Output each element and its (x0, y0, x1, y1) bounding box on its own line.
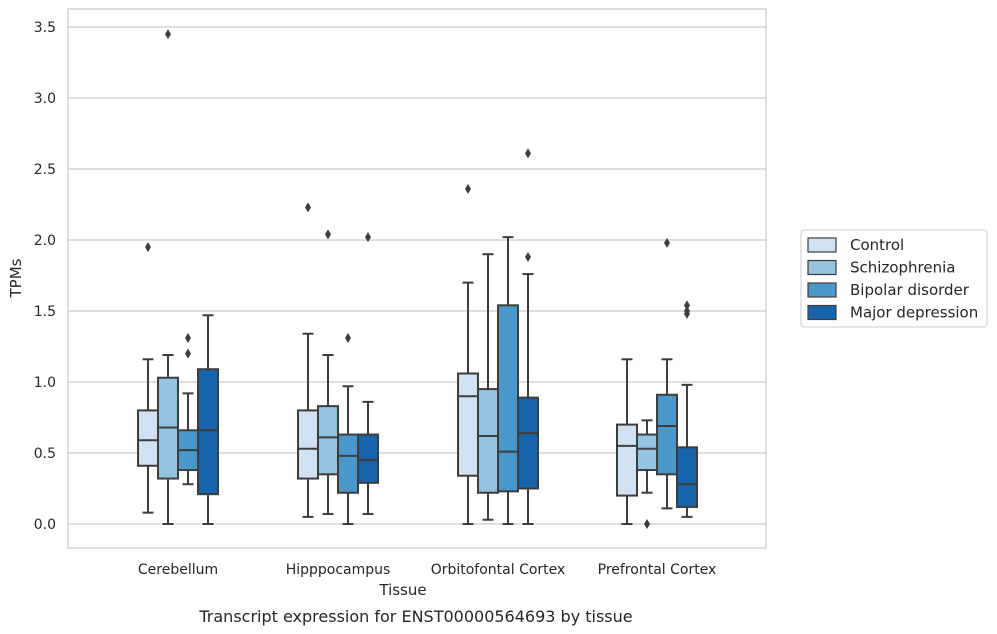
box-3-2 (656, 237, 678, 510)
outlier-point (465, 183, 471, 194)
outlier-point (185, 332, 191, 343)
x-tick-label: Prefrontal Cortex (598, 562, 717, 578)
legend-frame (800, 229, 988, 328)
legend-label: Control (850, 236, 904, 254)
y-tick-label: 1.0 (34, 375, 56, 391)
box-iqr (497, 304, 519, 493)
outlier-point (305, 202, 311, 213)
legend-swatch (807, 304, 837, 321)
box-0-0 (137, 242, 159, 514)
box-3-3 (676, 300, 698, 518)
x-tick-label: Cerebellum (138, 562, 218, 578)
y-tick-label: 2.5 (34, 162, 56, 178)
box-3-0 (616, 358, 638, 525)
box-1-1 (317, 229, 339, 516)
y-tick-label: 3.5 (34, 20, 56, 36)
box-iqr (337, 433, 359, 494)
box-iqr (137, 409, 159, 467)
legend-label: Bipolar disorder (850, 281, 970, 299)
y-tick-label: 3.0 (34, 91, 56, 107)
outlier-point (365, 232, 371, 243)
outlier-point (165, 29, 171, 40)
box-iqr (636, 433, 658, 472)
x-tick-labels: Cerebellum Hipppocampus Orbitofontal Corte… (138, 562, 716, 578)
outlier-point (325, 229, 331, 240)
box-0-1 (157, 29, 179, 525)
outlier-point (684, 300, 690, 311)
box-2-0 (457, 183, 479, 525)
box-2-3 (517, 148, 539, 525)
box-iqr (297, 409, 319, 480)
outlier-point (525, 148, 531, 159)
legend-label: Schizophrenia (850, 259, 955, 277)
x-tick-label: Orbitofontal Cortex (431, 562, 566, 578)
y-tick-label: 0.0 (34, 517, 56, 533)
outlier-point (185, 348, 191, 359)
legend-swatch (807, 237, 837, 253)
y-tick-label: 2.0 (34, 233, 56, 249)
outlier-point (345, 332, 351, 343)
x-tick-label: Hipppocampus (286, 562, 391, 578)
box-1-3 (357, 232, 379, 516)
box-iqr (317, 405, 339, 476)
y-tick-label: 1.5 (34, 304, 56, 320)
box-0-3 (197, 314, 219, 525)
y-tick-labels: 0.0 0.5 1.0 1.5 2.0 2.5 3.0 3.5 (34, 20, 56, 533)
outlier-point (145, 242, 151, 253)
outlier-point (684, 308, 690, 319)
box-iqr (676, 446, 698, 508)
box-1-2 (337, 332, 359, 525)
legend-items: Control Schizophrenia Bipolar disorder Majo… (807, 236, 978, 322)
y-tick-label: 0.5 (34, 446, 56, 462)
box-iqr (197, 368, 219, 496)
outlier-point (644, 519, 650, 529)
chart-caption: Transcript expression for ENST0000056469… (198, 607, 632, 626)
box-iqr (477, 388, 499, 494)
legend-swatch (807, 259, 837, 276)
outlier-point (525, 252, 531, 263)
plot-frame (67, 8, 767, 549)
legend: Control Schizophrenia Bipolar disorder Majo… (800, 229, 988, 328)
boxes (137, 29, 698, 529)
box-1-0 (297, 202, 319, 518)
box-iqr (457, 372, 479, 477)
x-axis-label: Tissue (378, 581, 426, 599)
box-iqr (357, 433, 379, 484)
box-iqr (616, 423, 638, 497)
box-iqr (517, 396, 539, 490)
y-axis-label: TPMs (7, 258, 25, 298)
outlier-point (664, 237, 670, 248)
box-2-2 (497, 236, 519, 525)
box-iqr (656, 393, 678, 476)
legend-label: Major depression (850, 304, 978, 322)
legend-swatch (807, 282, 837, 298)
